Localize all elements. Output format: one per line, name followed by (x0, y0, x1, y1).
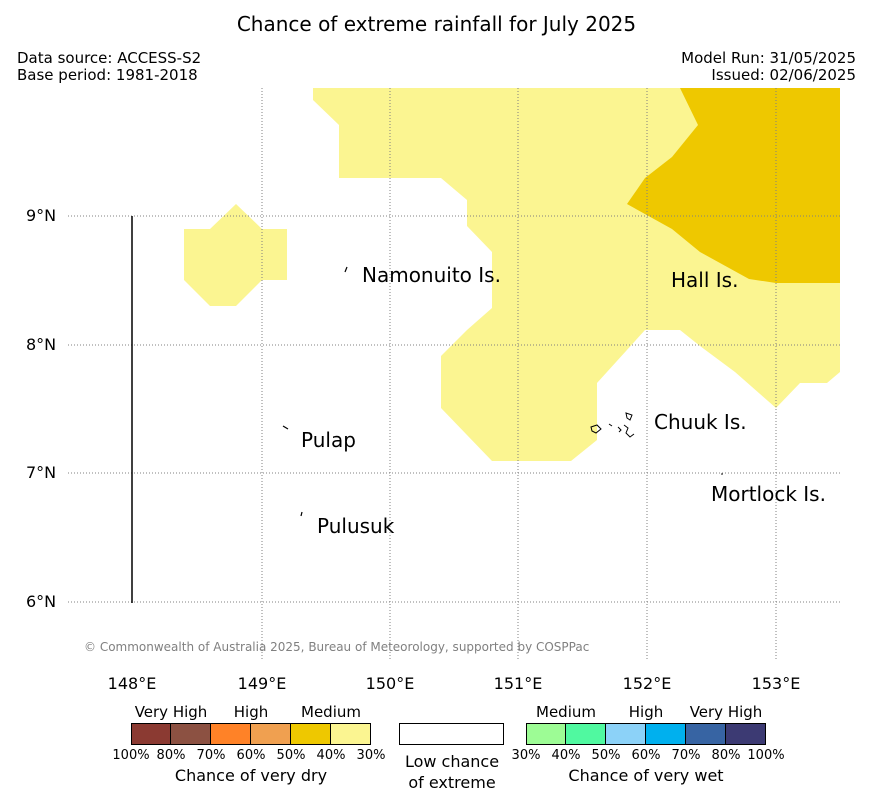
legend-dry-swatch-3 (251, 723, 291, 745)
lon-label-151e: 151°E (493, 674, 543, 693)
legend-wet-swatch-4 (686, 723, 726, 745)
base-period: Base period: 1981-2018 (17, 66, 198, 84)
legend-wet-swatch-5 (726, 723, 766, 745)
legend-dry-swatch-5 (331, 723, 371, 745)
legend-wet-tick: 80% (711, 748, 741, 763)
legend-dry-tick: 80% (156, 748, 186, 763)
label-namonuito: Namonuito Is. (362, 263, 501, 287)
legend-dry-swatch-2 (211, 723, 251, 745)
legend-wet-swatch-3 (646, 723, 686, 745)
label-pulap: Pulap (301, 428, 356, 452)
copyright-notice: © Commonwealth of Australia 2025, Bureau… (84, 640, 590, 654)
lon-label-150e: 150°E (365, 674, 415, 693)
legend-dry-tick: 30% (356, 748, 386, 763)
label-hall: Hall Is. (671, 268, 739, 292)
legend-wet-tick: 30% (511, 748, 541, 763)
label-mortlock: Mortlock Is. (711, 482, 826, 506)
chuuk-island-shapes (590, 412, 635, 438)
legend-low-line2: of extreme (408, 773, 496, 792)
lat-label-8n: 8°N (26, 335, 57, 354)
mortlock-island-shape (721, 473, 723, 475)
gridlines (68, 88, 840, 660)
legend-wet-tick: 60% (631, 748, 661, 763)
high-dry-region (627, 88, 840, 283)
legend-wet-tick: 100% (747, 748, 785, 763)
lon-label-149e: 149°E (237, 674, 287, 693)
lat-label-9n: 9°N (26, 206, 57, 225)
legend-dry-tick: 50% (276, 748, 306, 763)
legend-dry-heading-very-high: Very High (134, 703, 208, 721)
meta-right: Model Run: 31/05/2025 Issued: 02/06/2025 (681, 50, 856, 84)
legend-dry-tick: 100% (112, 748, 150, 763)
legend-wet-title: Chance of very wet (568, 766, 724, 785)
namonuito-island-shape (344, 266, 348, 273)
legend-wet-heading-high: High (628, 703, 664, 721)
lon-label-153e: 153°E (751, 674, 801, 693)
legend-wet-swatch-0 (526, 723, 566, 745)
map-title: Chance of extreme rainfall for July 2025 (236, 12, 637, 36)
legend-dry-tick: 60% (236, 748, 266, 763)
legend-wet-swatch-2 (606, 723, 646, 745)
lon-label-152e: 152°E (622, 674, 672, 693)
legend-dry-swatch-4 (291, 723, 331, 745)
legend-dry-swatch-1 (171, 723, 211, 745)
legend-wet-tick: 70% (671, 748, 701, 763)
legend-dry-title: Chance of very dry (174, 766, 328, 785)
lat-label-7n: 7°N (26, 463, 57, 482)
legend-wet-heading-very-high: Very High (689, 703, 763, 721)
pulap-island-shape (282, 425, 289, 430)
legend-wet-tick: 40% (551, 748, 581, 763)
model-run: Model Run: 31/05/2025 (681, 49, 856, 67)
legend-low-line1: Low chance (404, 752, 500, 771)
legend-dry-swatch-0 (131, 723, 171, 745)
legend-wet-heading-medium: Medium (536, 703, 596, 721)
issued-date: Issued: 02/06/2025 (711, 66, 856, 84)
lon-label-148e: 148°E (107, 674, 157, 693)
lat-label-6n: 6°N (26, 592, 57, 611)
legend-dry-heading-high: High (233, 703, 269, 721)
meta-left: Data source: ACCESS-S2 Base period: 1981… (17, 50, 201, 84)
legend-dry-tick: 70% (196, 748, 226, 763)
legend-wet-tick: 50% (591, 748, 621, 763)
legend-wet-swatch-1 (566, 723, 606, 745)
legend-dry-tick: 40% (316, 748, 346, 763)
label-pulusuk: Pulusuk (317, 514, 395, 538)
legend-dry-heading-medium: Medium (301, 703, 361, 721)
data-source: Data source: ACCESS-S2 (17, 49, 202, 67)
medium-dry-region-west (184, 204, 287, 306)
pulusuk-island-shape (300, 511, 303, 517)
label-chuuk: Chuuk Is. (654, 410, 747, 434)
legend-low-swatch (399, 723, 504, 745)
